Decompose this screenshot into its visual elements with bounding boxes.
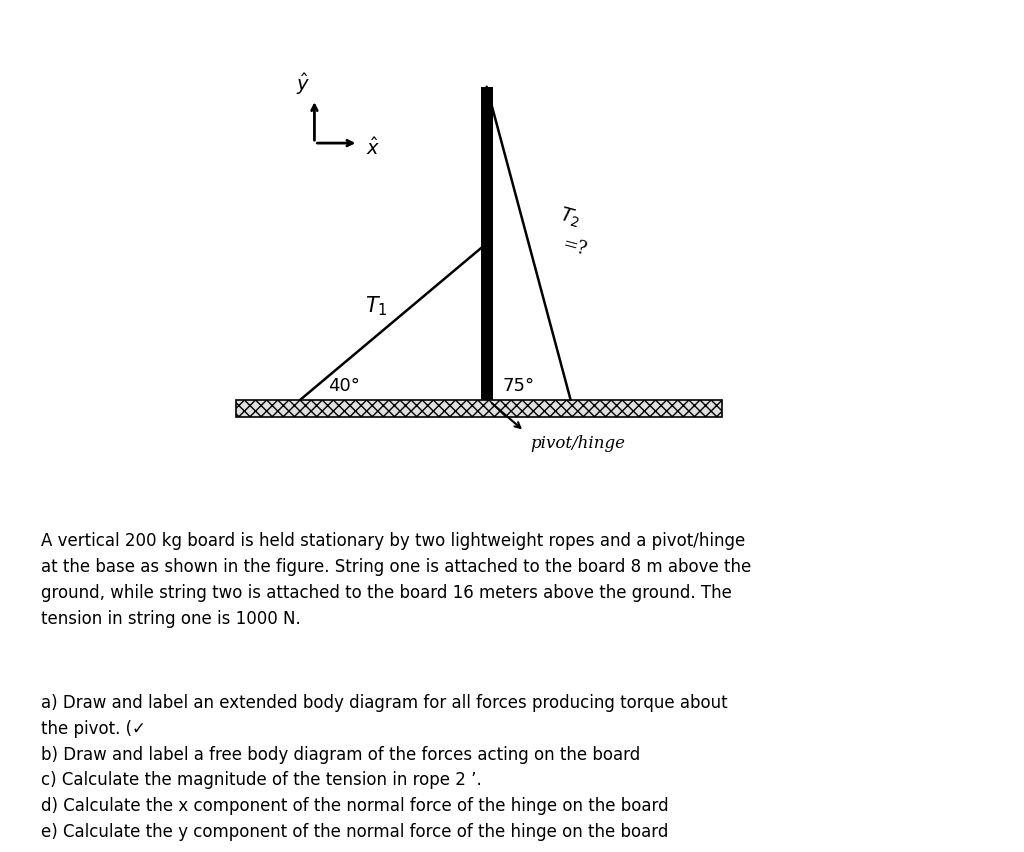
Bar: [480, 87, 493, 400]
Text: a) Draw and label an extended body diagram for all forces producing torque about: a) Draw and label an extended body diagr…: [41, 694, 728, 841]
Bar: [237, 400, 722, 417]
Text: 40°: 40°: [329, 377, 360, 394]
Text: 75°: 75°: [503, 377, 535, 394]
Text: $\mathit{T}_2$: $\mathit{T}_2$: [557, 204, 583, 230]
Text: $\hat{x}$: $\hat{x}$: [367, 137, 380, 158]
Text: $\mathit{T}_1$: $\mathit{T}_1$: [366, 294, 388, 318]
Text: =?: =?: [560, 235, 589, 259]
Text: pivot/hinge: pivot/hinge: [530, 435, 626, 452]
Text: A vertical 200 kg board is held stationary by two lightweight ropes and a pivot/: A vertical 200 kg board is held stationa…: [41, 532, 752, 628]
Text: $\hat{y}$: $\hat{y}$: [296, 72, 310, 97]
